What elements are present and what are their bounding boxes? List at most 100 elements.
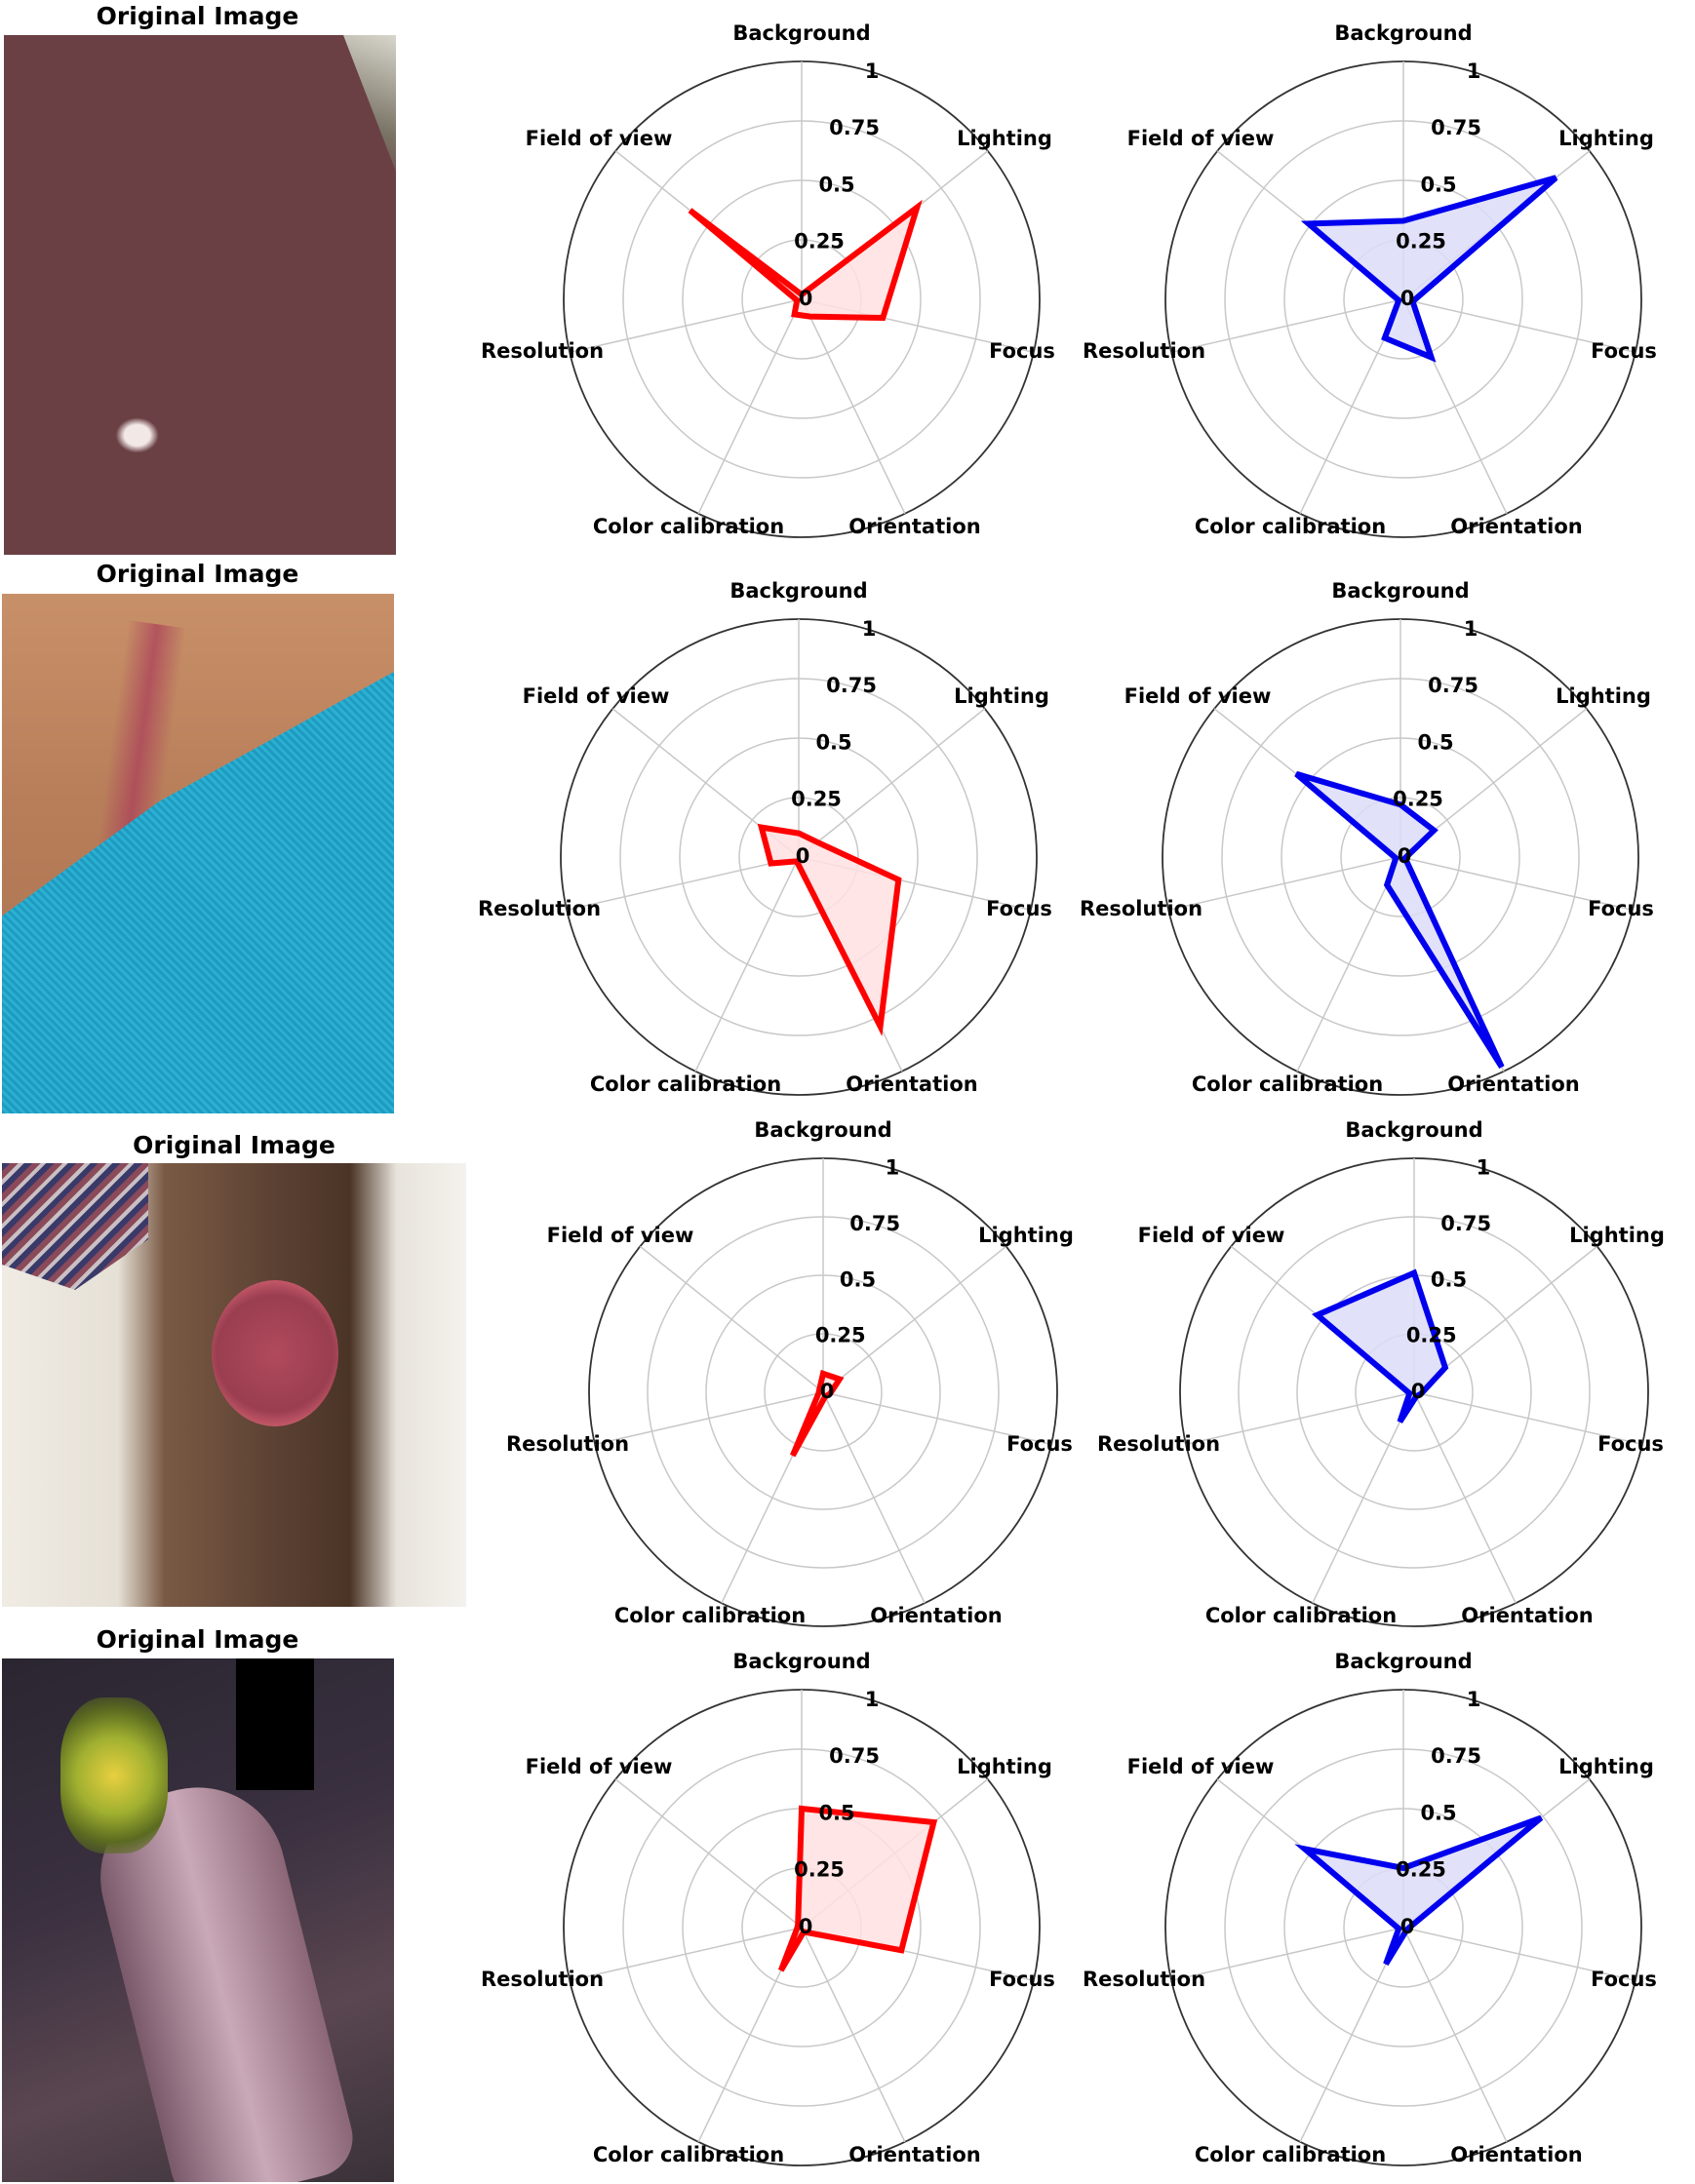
- tick-label: 0.75: [1431, 1744, 1481, 1768]
- tick-label: 0.25: [791, 788, 842, 811]
- axis-spoke: [569, 1927, 803, 1982]
- axis-spoke: [822, 1391, 926, 1604]
- tick-label: 1: [1477, 1156, 1491, 1180]
- axis-label: Focus: [989, 1968, 1055, 1991]
- axis-label: Color calibration: [593, 515, 784, 538]
- tick-label: 0: [1411, 1380, 1426, 1403]
- axis-spoke: [822, 1391, 1052, 1446]
- data-polygon: [1300, 175, 1558, 363]
- tick-label: 0.5: [1417, 730, 1453, 754]
- axis-label: Focus: [1006, 1432, 1073, 1456]
- skin-lesion-photo-1: [4, 35, 396, 555]
- tick-label: 0.25: [1393, 788, 1443, 811]
- axis-spoke: [566, 856, 800, 912]
- axis-spoke: [594, 1391, 824, 1446]
- axis-label: Lighting: [954, 684, 1049, 708]
- axis-label: Orientation: [846, 1072, 977, 1096]
- axis-label: Resolution: [481, 1968, 604, 1991]
- axis-spoke: [1170, 298, 1404, 354]
- axis-spoke: [569, 298, 803, 354]
- axis-label: Color calibration: [614, 1604, 806, 1627]
- axis-label: Lighting: [978, 1224, 1074, 1247]
- axis-label: Focus: [1591, 1968, 1657, 1991]
- axis-spoke: [1402, 1927, 1636, 1982]
- radar-chart-4: 0 0.25 0.5 0.75 1 Background Lighting Focus Orie…: [1080, 579, 1654, 1096]
- axis-label: Color calibration: [590, 1072, 781, 1096]
- axis-spoke: [1296, 856, 1401, 1072]
- axis-spoke: [1312, 1391, 1415, 1604]
- axis-label: Focus: [986, 897, 1052, 920]
- tick-label: 0.25: [815, 1324, 866, 1347]
- axis-spoke: [639, 1245, 824, 1393]
- axis-spoke: [1167, 856, 1401, 912]
- axis-label: Background: [754, 1118, 891, 1142]
- tick-label: 0.75: [849, 1212, 900, 1235]
- axis-label: Field of view: [1138, 1224, 1285, 1247]
- tick-label: 0.25: [794, 230, 845, 254]
- data-polygon: [1311, 1268, 1449, 1424]
- axis-label: Lighting: [957, 1755, 1052, 1778]
- radar-chart-1: 0 0.25 0.5 0.75 1 Background Lighting Focus Orie…: [481, 21, 1055, 538]
- row-3-title: Original Image: [133, 1131, 335, 1159]
- tick-label: 0.25: [1396, 1858, 1446, 1882]
- axis-label: Orientation: [848, 2143, 980, 2166]
- axis-label: Resolution: [1083, 339, 1205, 363]
- radar-chart-7: 0 0.25 0.5 0.75 1 Background Lighting Focus Orie…: [481, 1650, 1055, 2166]
- axis-spoke: [798, 708, 986, 858]
- axis-label: Resolution: [1083, 1968, 1205, 1991]
- axis-label: Background: [1331, 579, 1469, 603]
- tick-label: 0.5: [1431, 1268, 1467, 1291]
- axis-label: Background: [729, 579, 867, 603]
- axis-label: Field of view: [526, 127, 673, 150]
- axis-label: Focus: [1588, 897, 1654, 920]
- tick-label: 0.75: [826, 674, 877, 697]
- tick-label: 0: [799, 1915, 813, 1938]
- axis-spoke: [694, 856, 800, 1072]
- axis-spoke: [801, 298, 906, 515]
- tick-label: 0.5: [815, 730, 851, 754]
- axis-label: Focus: [1591, 339, 1657, 363]
- axis-label: Background: [732, 1650, 870, 1673]
- axis-label: Field of view: [523, 684, 670, 708]
- tick-label: 0: [1400, 1915, 1415, 1938]
- axis-label: Color calibration: [1205, 1604, 1397, 1627]
- axis-spoke: [1413, 1391, 1643, 1446]
- data-polygon: [777, 1805, 938, 1972]
- radar-chart-8: 0 0.25 0.5 0.75 1 Background Lighting Focus Orie…: [1083, 1650, 1657, 2166]
- axis-label: Lighting: [1558, 1755, 1654, 1778]
- axis-label: Lighting: [1558, 127, 1654, 150]
- row-1-title: Original Image: [96, 2, 299, 30]
- axis-label: Color calibration: [1195, 2143, 1386, 2166]
- tick-label: 0.75: [1428, 674, 1478, 697]
- tick-label: 1: [865, 59, 880, 83]
- axis-label: Color calibration: [1195, 515, 1386, 538]
- axis-label: Field of view: [1127, 1755, 1275, 1778]
- axis-label: Color calibration: [1192, 1072, 1383, 1096]
- privacy-black-box: [236, 1658, 314, 1790]
- axis-spoke: [1185, 1391, 1415, 1446]
- axis-label: Field of view: [547, 1224, 694, 1247]
- axis-label: Focus: [1597, 1432, 1664, 1456]
- skin-lesion-photo-4: [2, 1658, 394, 2182]
- axis-label: Lighting: [1569, 1224, 1665, 1247]
- axis-label: Resolution: [478, 897, 601, 920]
- axis-spoke: [822, 1245, 1007, 1393]
- tick-label: 0.5: [818, 1801, 854, 1824]
- axis-spoke: [1402, 298, 1636, 354]
- axis-label: Background: [1334, 1650, 1472, 1673]
- axis-label: Lighting: [1556, 684, 1651, 708]
- axis-label: Orientation: [1447, 1072, 1579, 1096]
- axis-spoke: [1413, 1391, 1517, 1604]
- axis-label: Field of view: [1124, 684, 1272, 708]
- row-2-title: Original Image: [96, 560, 299, 588]
- axis-spoke: [614, 1778, 803, 1929]
- axis-label: Orientation: [1450, 515, 1582, 538]
- tick-label: 1: [1467, 59, 1481, 83]
- tick-label: 0: [1398, 844, 1412, 868]
- radar-chart-6: 0 0.25 0.5 0.75 1 Background Lighting Focus Orie…: [1097, 1118, 1665, 1627]
- tick-label: 0.25: [1396, 230, 1446, 254]
- tick-label: 0.5: [1420, 1801, 1456, 1824]
- lesion-patch: [212, 1280, 338, 1426]
- axis-label: Field of view: [1127, 127, 1275, 150]
